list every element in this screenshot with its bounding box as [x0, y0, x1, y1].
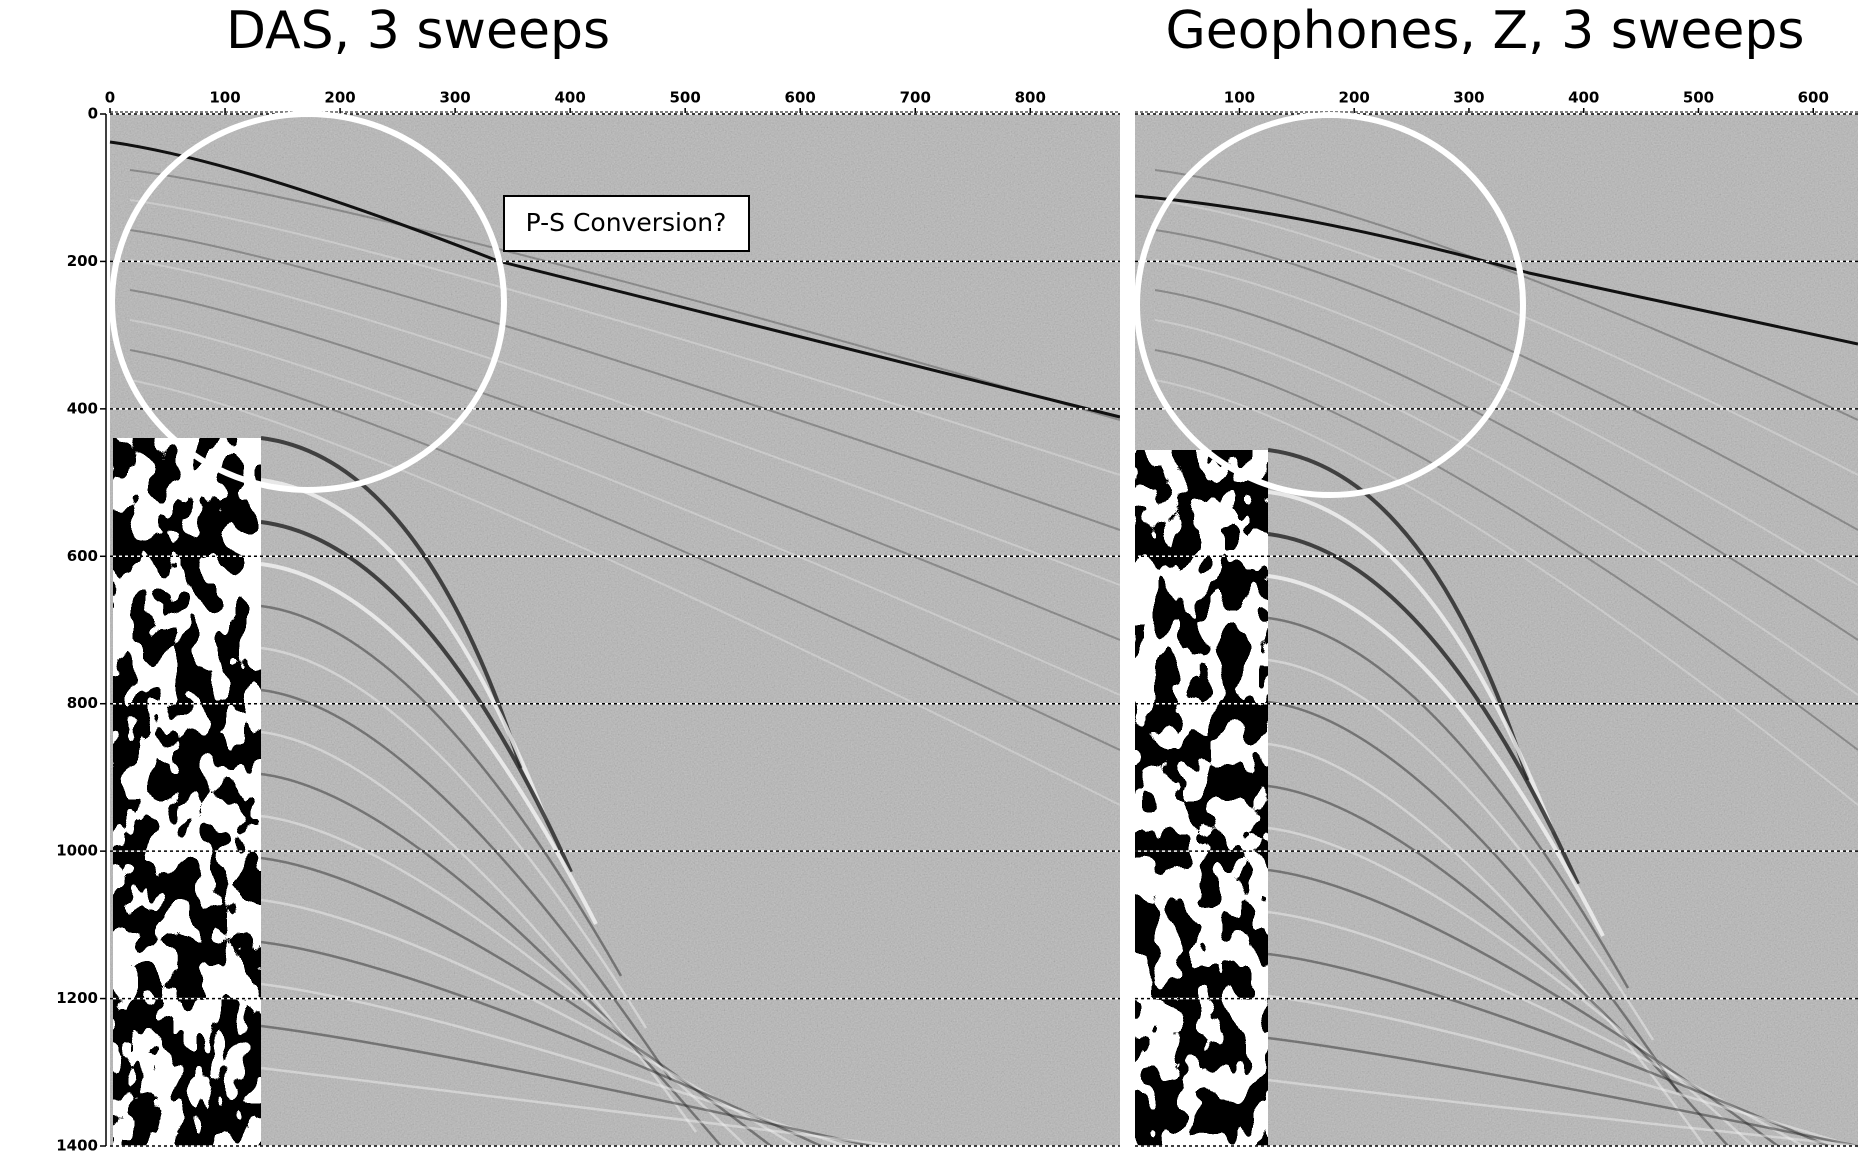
x-tick-label: 500 [1683, 89, 1714, 107]
surface-waves [113, 438, 261, 1146]
x-tick-label: 600 [1798, 89, 1829, 107]
panel-title: Geophones, Z, 3 sweeps [1166, 1, 1805, 61]
x-tick-label: 300 [439, 89, 470, 107]
panel-separator [1120, 114, 1135, 1146]
x-tick-label: 500 [670, 89, 701, 107]
x-tick-label: 700 [900, 89, 931, 107]
x-tick-label: 800 [1015, 89, 1046, 107]
surface-waves [1135, 450, 1268, 1146]
x-tick-label: 600 [785, 89, 816, 107]
x-tick-label: 200 [324, 89, 355, 107]
x-tick-label: 0 [105, 89, 115, 107]
y-tick-label: 1000 [56, 842, 98, 860]
y-tick-label: 0 [88, 105, 98, 123]
y-tick-label: 1200 [56, 989, 98, 1007]
x-tick-label: 100 [1224, 89, 1255, 107]
seismic-grain [110, 114, 1120, 1146]
panel-title: DAS, 3 sweeps [226, 1, 610, 61]
annotation: P-S Conversion? [526, 208, 727, 237]
y-tick-label: 800 [67, 694, 98, 712]
x-tick-label: 400 [1568, 89, 1599, 107]
figure: DAS, 3 sweeps Geophones, Z, 3 sweeps 0 20… [0, 0, 1858, 1159]
x-tick-label: 400 [554, 89, 585, 107]
y-tick-label: 400 [67, 399, 98, 417]
x-tick-label: 200 [1339, 89, 1370, 107]
x-tick-label: 100 [209, 89, 240, 107]
y-tick-label: 600 [67, 547, 98, 565]
x-tick-label: 300 [1453, 89, 1484, 107]
y-tick-label: 1400 [56, 1137, 98, 1155]
y-tick-label: 200 [67, 252, 98, 270]
